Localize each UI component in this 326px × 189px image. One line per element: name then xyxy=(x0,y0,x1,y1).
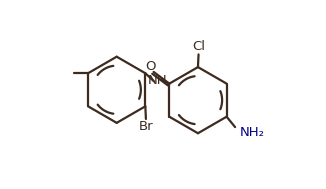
Text: NH: NH xyxy=(148,74,167,87)
Text: Br: Br xyxy=(139,120,154,133)
Text: Cl: Cl xyxy=(192,40,205,53)
Text: NH₂: NH₂ xyxy=(240,126,265,139)
Text: O: O xyxy=(145,60,156,73)
